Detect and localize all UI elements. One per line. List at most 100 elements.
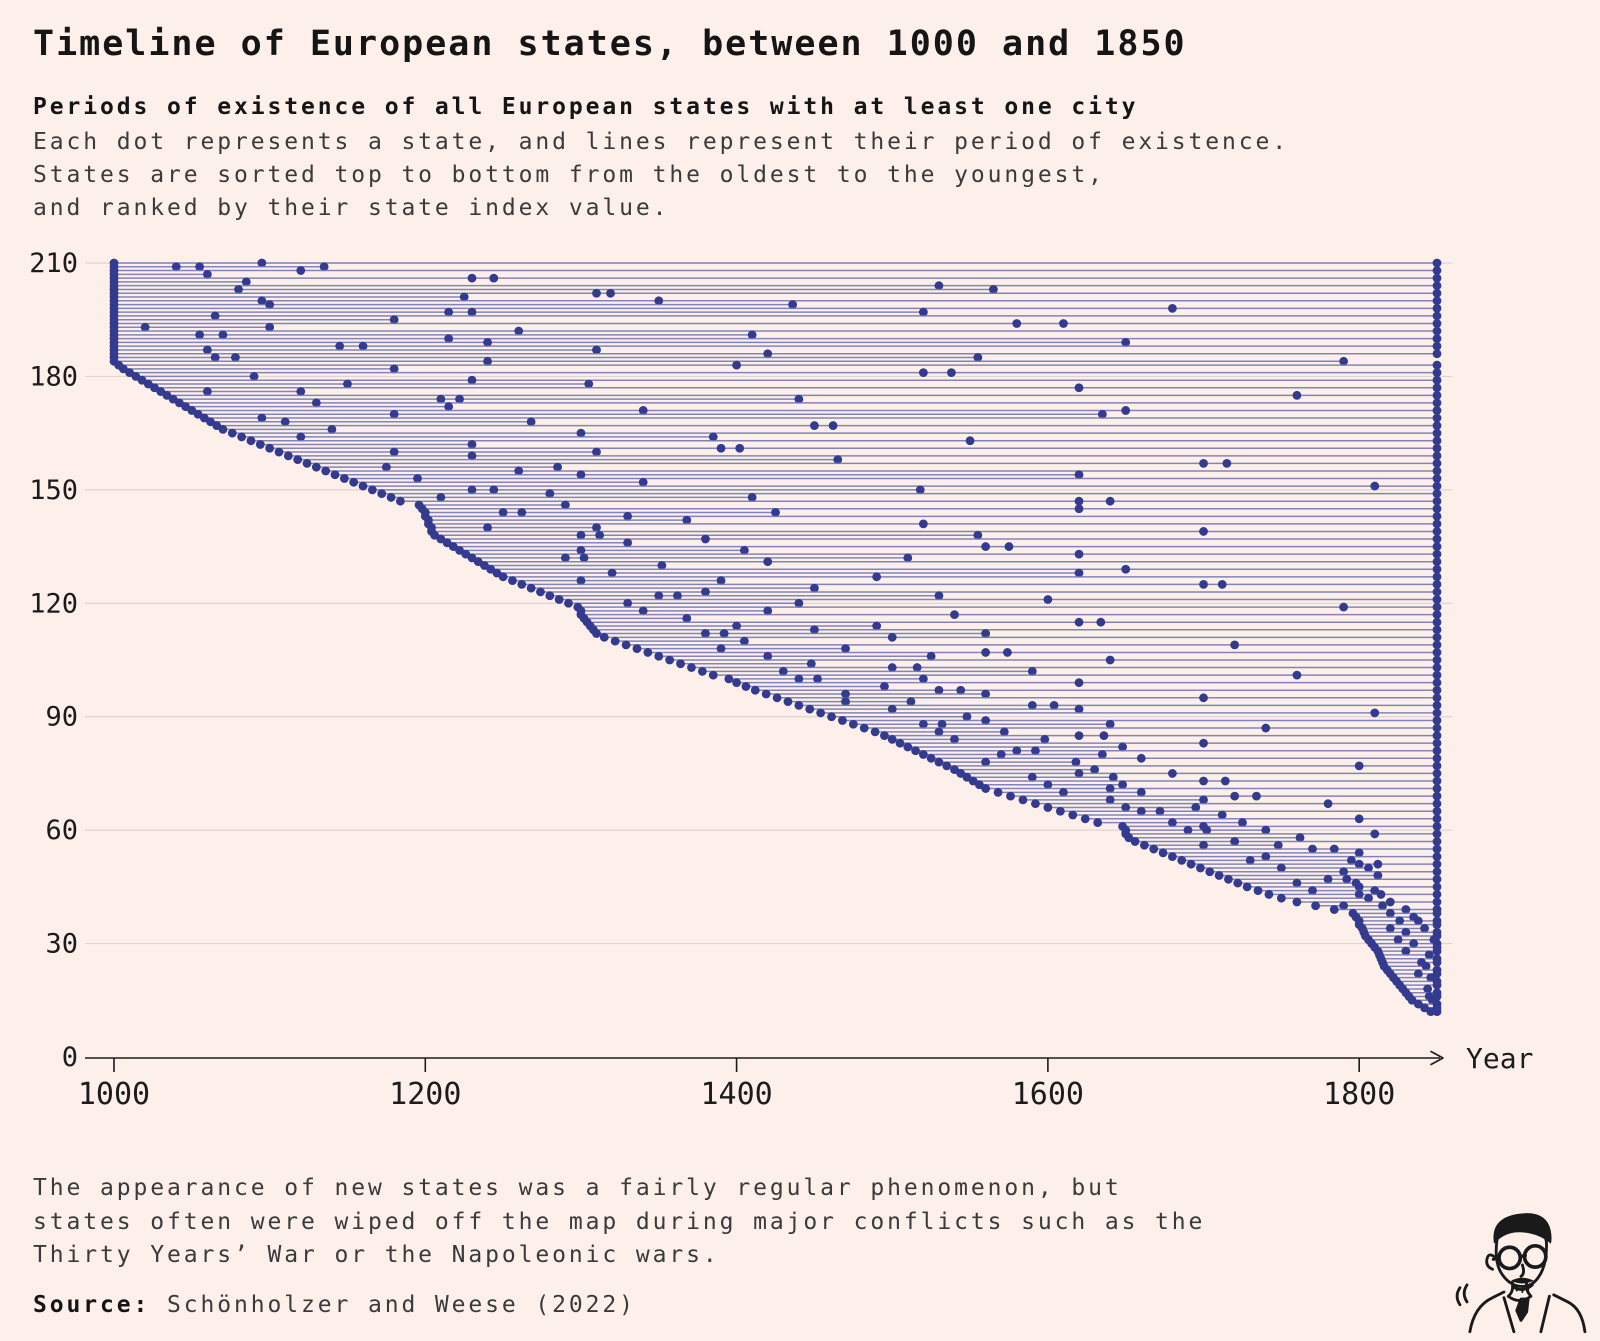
- state-dot: [1027, 772, 1037, 782]
- state-dot: [1432, 572, 1442, 582]
- state-dot: [872, 621, 882, 631]
- state-dot: [1339, 602, 1349, 612]
- state-dot: [747, 493, 757, 502]
- nose: [1519, 1263, 1525, 1278]
- state-dot: [1354, 761, 1364, 771]
- state-dot: [1043, 780, 1053, 790]
- state-dot: [498, 572, 508, 582]
- state-dot: [265, 443, 275, 453]
- x-axis-tick-label: 1000: [78, 1077, 150, 1112]
- state-dot: [750, 685, 760, 695]
- tie: [1515, 1297, 1530, 1322]
- state-dot: [349, 477, 359, 487]
- state-dot: [1252, 791, 1261, 801]
- state-dot: [1432, 595, 1442, 604]
- state-dot: [576, 530, 586, 540]
- state-dot: [918, 307, 928, 317]
- state-dot: [1136, 787, 1146, 797]
- state-dot: [1432, 421, 1442, 430]
- state-dot: [911, 746, 920, 756]
- state-dot: [1432, 496, 1442, 506]
- state-dot: [962, 712, 972, 722]
- state-dot: [257, 413, 267, 423]
- state-dot: [1230, 837, 1240, 846]
- state-dot: [1432, 443, 1442, 453]
- source-label: Source:: [33, 1292, 151, 1318]
- state-dot: [1027, 700, 1037, 710]
- state-dot: [1378, 901, 1387, 911]
- y-axis-tick-label: 60: [45, 815, 78, 846]
- state-dot: [701, 534, 710, 544]
- state-dot: [1292, 878, 1302, 888]
- state-dot: [302, 458, 312, 468]
- state-dot: [732, 621, 741, 631]
- state-dot: [545, 489, 555, 499]
- source-line: Source: Schönholzer and Weese (2022): [33, 1292, 636, 1318]
- state-dot: [1292, 897, 1302, 907]
- state-dot: [724, 674, 734, 684]
- state-dot: [1432, 882, 1442, 892]
- x-axis-title: Year: [1466, 1042, 1533, 1075]
- coat-right: [1552, 1293, 1587, 1334]
- state-dot: [1323, 874, 1333, 884]
- state-dot: [739, 545, 749, 555]
- state-dot: [1432, 731, 1442, 741]
- state-dot: [1222, 458, 1232, 468]
- x-axis-tick-label: 1800: [1323, 1077, 1395, 1112]
- state-dot: [241, 277, 251, 287]
- state-dot: [1105, 795, 1115, 805]
- lapel-right: [1539, 1294, 1551, 1334]
- state-dot: [579, 553, 589, 563]
- state-dot: [1432, 867, 1442, 877]
- state-dot: [508, 576, 517, 585]
- state-dot: [1191, 803, 1201, 812]
- state-dot: [576, 428, 586, 438]
- state-dot: [140, 322, 150, 332]
- state-dot: [1432, 640, 1442, 650]
- state-dot: [227, 428, 237, 438]
- state-dot: [444, 334, 454, 344]
- state-dot: [654, 591, 664, 601]
- state-dot: [335, 341, 345, 351]
- state-dot: [887, 663, 897, 672]
- state-dot: [806, 659, 816, 669]
- state-dot: [607, 568, 617, 578]
- state-dot: [1432, 946, 1442, 956]
- state-dot: [218, 424, 228, 434]
- state-dot: [1376, 890, 1386, 899]
- state-dot: [1074, 568, 1084, 578]
- state-dot: [1423, 984, 1433, 994]
- state-dot: [880, 731, 889, 741]
- state-dot: [816, 708, 826, 718]
- state-dot: [1199, 795, 1208, 805]
- state-dot: [1393, 935, 1403, 945]
- state-dot: [794, 394, 804, 404]
- state-dot: [934, 727, 944, 737]
- state-dot: [1432, 844, 1442, 854]
- state-dot: [739, 636, 749, 646]
- state-dot: [1068, 810, 1078, 820]
- state-dot: [1018, 795, 1028, 805]
- state-dot: [1105, 496, 1115, 506]
- state-dot: [1432, 266, 1442, 275]
- state-dot: [1432, 375, 1442, 385]
- state-dot: [1339, 901, 1349, 911]
- state-dot: [367, 485, 377, 495]
- state-dot: [623, 598, 633, 608]
- state-dot: [202, 387, 212, 396]
- state-dot: [1432, 769, 1442, 778]
- state-dot: [444, 402, 454, 412]
- state-dot: [950, 735, 959, 744]
- state-dot: [1074, 704, 1084, 714]
- state-dot: [895, 738, 905, 748]
- state-dot: [1432, 897, 1442, 907]
- state-dot: [1432, 1007, 1442, 1017]
- state-dot: [413, 474, 422, 483]
- state-dot: [887, 735, 897, 744]
- state-dot: [343, 379, 352, 389]
- state-dot: [1432, 776, 1442, 786]
- state-dot: [436, 493, 446, 502]
- state-dot: [319, 262, 329, 272]
- state-dot: [708, 670, 718, 680]
- state-dot: [1043, 595, 1053, 604]
